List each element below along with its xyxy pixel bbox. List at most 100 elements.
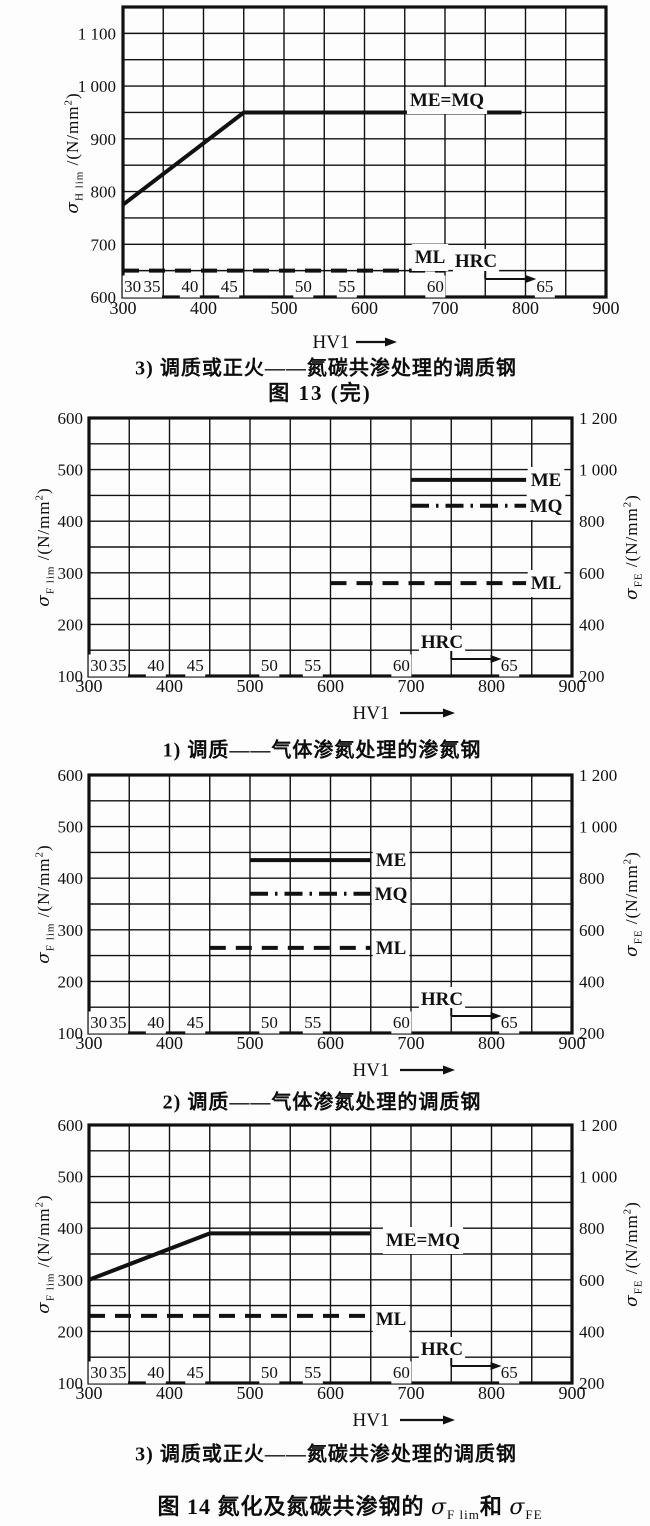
hrc-number-45-bg (185, 1011, 206, 1034)
series-label-ME: ME (531, 470, 562, 491)
hrc-number-35: 35 (109, 1363, 126, 1382)
hrc-number-50-bg (259, 654, 280, 677)
hrc-number-55: 55 (304, 1363, 321, 1382)
axis-unit: /(N/mm (34, 500, 54, 566)
hrc-number-65-bg (499, 1011, 520, 1034)
series-label-ME=MQ: ME=MQ (386, 1230, 460, 1251)
hrc-number-60-bg (391, 1011, 412, 1034)
hrc-number-35-bg (107, 1361, 128, 1384)
sigma-symbol: σ (622, 587, 643, 600)
hrc-number-65-bg (499, 654, 520, 677)
y-axis-tick-label: 600 (58, 1116, 84, 1135)
y-axis-tick-label: 600 (58, 409, 84, 428)
fig14-title-text: 图 14 氮化及氮碳共渗钢的 (157, 1493, 431, 1519)
hrc-number-35-bg (141, 275, 162, 298)
x-axis-arrow-head (443, 1415, 455, 1425)
y-axis-tick-label: 300 (58, 564, 84, 583)
sigma-symbol: σ (509, 1494, 526, 1520)
hrc-number-40: 40 (181, 277, 198, 296)
y-axis-tick-label: 400 (58, 1219, 84, 1238)
axis-subscript: F lim (44, 565, 57, 595)
y-axis-right-tick-label: 400 (579, 1322, 605, 1341)
y-axis-right-tick-label: 200 (579, 1374, 605, 1393)
x-axis-tick-label: 400 (156, 676, 183, 696)
series-label-ML-bg (372, 935, 410, 962)
hrc-number-50: 50 (261, 1363, 278, 1382)
hrc-number-45: 45 (187, 656, 204, 675)
sigma-symbol: σ (622, 944, 643, 957)
axis-unit: /(N/mm (34, 857, 54, 923)
hrc-number-60: 60 (393, 1363, 410, 1382)
x-axis-tick-label: 300 (76, 1033, 103, 1053)
x-axis-tick-label: 700 (398, 1383, 425, 1403)
x-axis-arrow-head (385, 337, 397, 347)
hrc-scale-label-bg (418, 987, 466, 1012)
x-axis-tick-label: 900 (593, 298, 620, 318)
hrc-number-40: 40 (147, 1363, 164, 1382)
axis-unit: /(N/mm (622, 864, 642, 930)
plot-border (87, 773, 574, 1035)
x-axis-title: HV1 (353, 1060, 390, 1081)
fig14-chart3: 100 200 300 400 500 600 200 400 600 800 1 000 1 200… (58, 1116, 618, 1431)
hrc-arrow-head (525, 275, 537, 283)
axis-subscript: FE (632, 572, 645, 588)
y-axis-right-tick-label: 1 200 (579, 409, 617, 428)
y-axis-right-tick-label: 600 (579, 921, 605, 940)
hrc-number-55: 55 (338, 277, 355, 296)
x-axis-tick-label: 600 (317, 676, 344, 696)
axis-superscript: 2 (621, 500, 634, 508)
caption-fig14-part1: 1) 调质——气体渗氮处理的渗氮钢 (162, 739, 482, 762)
hrc-number-40-bg (145, 1361, 166, 1384)
axis-subscript: FE (632, 929, 645, 945)
hrc-number-45: 45 (187, 1013, 204, 1032)
x-axis-tick-label: 400 (190, 298, 217, 318)
hrc-number-60: 60 (427, 277, 444, 296)
series-label-ML: ML (415, 247, 446, 268)
sigma-symbol: σ (430, 1494, 447, 1520)
series-label-ML: ML (376, 1309, 407, 1330)
y-axis-tick-label: 1 000 (78, 77, 116, 96)
hrc-number-65: 65 (536, 277, 553, 296)
y-axis-tick-label: 500 (58, 1168, 84, 1187)
fig13-chart3: 600 700 800 900 1 000 1 100 300 400 500 600 700 800… (78, 5, 620, 353)
axis-superscript: 2 (33, 850, 46, 858)
y-axis-right-tick-label: 800 (579, 1219, 605, 1238)
x-axis-tick-label: 900 (559, 676, 586, 696)
hrc-number-55: 55 (304, 656, 321, 675)
y-axis-tick-label: 400 (58, 869, 84, 888)
x-axis-tick-label: 800 (478, 1033, 505, 1053)
sigma-symbol: σ (63, 201, 84, 214)
axis-unit-close: ) (622, 851, 642, 858)
y-axis-right-tick-label: 800 (579, 869, 605, 888)
series-label-ME=MQ-bg (382, 1227, 464, 1254)
hrc-number-30: 30 (90, 656, 107, 675)
axis-unit-close: ) (622, 494, 642, 501)
hrc-number-60-bg (391, 1361, 412, 1384)
y-axis-title-sigma-fe-3: σFE /(N/mm2) (621, 1201, 644, 1307)
sigma-symbol: σ (622, 1294, 643, 1307)
y-axis-tick-label: 600 (58, 766, 84, 785)
y-axis-title-sigma-fe-2: σFE /(N/mm2) (621, 851, 644, 957)
y-axis-right-tick-label: 200 (579, 667, 605, 686)
hrc-scale-label: HRC (421, 1339, 463, 1360)
y-axis-tick-label: 800 (91, 183, 117, 202)
series-label-ME-bg (372, 847, 410, 874)
hrc-number-40-bg (145, 1011, 166, 1034)
series-label-ML-bg (372, 1306, 410, 1333)
hrc-number-45: 45 (221, 277, 238, 296)
hrc-number-30-bg (88, 1011, 109, 1034)
plot-border (121, 5, 608, 299)
hrc-number-55-bg (302, 1011, 323, 1034)
x-axis-tick-label: 500 (271, 298, 298, 318)
axis-unit-close: ) (34, 487, 54, 494)
y-axis-tick-label: 100 (58, 1024, 84, 1043)
x-axis-tick-label: 800 (512, 298, 539, 318)
series-label-ME: ME (376, 850, 407, 871)
x-axis-tick-label: 400 (156, 1383, 183, 1403)
x-axis-tick-label: 300 (110, 298, 137, 318)
x-axis-arrow-head (443, 708, 455, 718)
hrc-number-55-bg (302, 654, 323, 677)
axis-unit: /(N/mm (34, 1207, 54, 1273)
hrc-number-35-bg (107, 654, 128, 677)
series-label-ME=MQ-bg (406, 87, 488, 114)
